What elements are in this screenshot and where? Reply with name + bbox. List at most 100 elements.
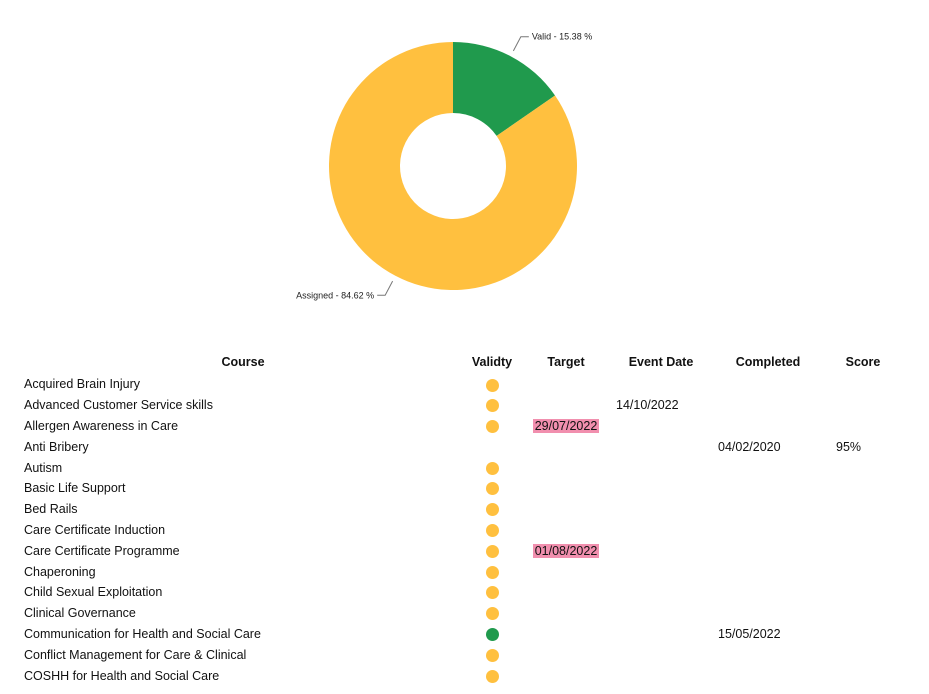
validity-cell xyxy=(468,603,516,624)
score xyxy=(830,499,896,520)
completed-date: 04/02/2020 xyxy=(718,439,781,454)
score xyxy=(830,624,896,645)
validity-cell xyxy=(468,374,516,395)
assigned-status-dot xyxy=(485,378,499,392)
course-name: Clinical Governance xyxy=(24,606,136,621)
course-name: Anti Bribery xyxy=(24,439,89,454)
target-cell xyxy=(516,644,616,665)
event-date xyxy=(616,457,706,478)
table-row: Acquired Brain Injury xyxy=(18,374,896,395)
completed-date xyxy=(706,540,830,561)
target-cell xyxy=(516,603,616,624)
event-date xyxy=(616,416,706,437)
completed-date xyxy=(706,561,830,582)
course-name: COSHH for Health and Social Care xyxy=(24,668,220,683)
course-name: Care Certificate Induction xyxy=(24,522,166,537)
target-cell xyxy=(516,520,616,541)
event-date xyxy=(616,540,706,561)
validity-cell xyxy=(468,520,516,541)
completed-date xyxy=(706,499,830,520)
assigned-status-dot xyxy=(485,524,499,538)
validity-cell xyxy=(468,436,516,457)
score xyxy=(830,665,896,686)
completed-date xyxy=(706,582,830,603)
assigned-status-dot xyxy=(485,565,499,579)
validity-cell xyxy=(468,499,516,520)
course-name: Bed Rails xyxy=(24,502,78,517)
table-row: Chaperoning xyxy=(18,561,896,582)
table-header-row: Course Validty Target Event Date Complet… xyxy=(18,350,896,374)
score xyxy=(830,395,896,416)
validity-cell xyxy=(468,478,516,499)
event-date xyxy=(616,520,706,541)
course-table: Course Validty Target Event Date Complet… xyxy=(18,350,896,686)
score xyxy=(830,582,896,603)
table-row: Care Certificate Induction xyxy=(18,520,896,541)
table-row: Clinical Governance xyxy=(18,603,896,624)
target-cell xyxy=(516,436,616,457)
validity-cell xyxy=(468,416,516,437)
header-validity: Validty xyxy=(471,355,513,369)
score xyxy=(830,540,896,561)
table-row: Anti Bribery 04/02/2020 95% xyxy=(18,436,896,457)
event-date xyxy=(616,499,706,520)
course-name: Chaperoning xyxy=(24,564,96,579)
event-date xyxy=(616,561,706,582)
target-cell xyxy=(516,561,616,582)
assigned-status-dot xyxy=(485,482,499,496)
course-name: Advanced Customer Service skills xyxy=(24,398,213,413)
assigned-status-dot xyxy=(485,544,499,558)
assigned-status-dot xyxy=(485,586,499,600)
slice-valid xyxy=(453,42,556,136)
assigned-status-dot xyxy=(485,420,499,434)
assigned-status-dot xyxy=(485,607,499,621)
score xyxy=(830,520,896,541)
event-date xyxy=(616,603,706,624)
score xyxy=(830,374,896,395)
completed-date xyxy=(706,478,830,499)
course-name: Care Certificate Programme xyxy=(24,543,180,558)
header-completed: Completed xyxy=(735,355,801,369)
score xyxy=(830,478,896,499)
event-date xyxy=(616,582,706,603)
event-date xyxy=(616,644,706,665)
target-cell: 29/07/2022 xyxy=(516,416,616,437)
validity-cell xyxy=(468,395,516,416)
validity-cell xyxy=(468,624,516,645)
assigned-status-dot xyxy=(485,399,499,413)
target-cell xyxy=(516,624,616,645)
target-date: 01/08/2022 xyxy=(532,543,600,558)
course-name: Acquired Brain Injury xyxy=(24,377,141,392)
completed-date xyxy=(706,374,830,395)
valid-status-dot xyxy=(485,628,499,642)
assigned-status-dot xyxy=(485,461,499,475)
target-cell xyxy=(516,478,616,499)
target-cell: 01/08/2022 xyxy=(516,540,616,561)
completed-date xyxy=(706,395,830,416)
score xyxy=(830,416,896,437)
completed-date xyxy=(706,457,830,478)
slice-assigned xyxy=(329,42,577,290)
assigned-status-dot xyxy=(485,648,499,662)
leader-line xyxy=(377,280,394,296)
validity-cell xyxy=(468,665,516,686)
assigned-status-dot xyxy=(485,503,499,517)
completed-date xyxy=(706,603,830,624)
table-row: COSHH for Health and Social Care xyxy=(18,665,896,686)
validity-cell xyxy=(468,540,516,561)
table-row: Bed Rails xyxy=(18,499,896,520)
score xyxy=(830,644,896,665)
completed-date: 15/05/2022 xyxy=(718,626,781,641)
table-row: Care Certificate Programme 01/08/2022 xyxy=(18,540,896,561)
event-date xyxy=(616,374,706,395)
event-date: 14/10/2022 xyxy=(616,398,679,413)
completed-date xyxy=(706,665,830,686)
completed-date xyxy=(706,520,830,541)
table-row: Autism xyxy=(18,457,896,478)
validity-cell xyxy=(468,644,516,665)
assigned-status-dot xyxy=(485,669,499,683)
course-name: Basic Life Support xyxy=(24,481,126,496)
validity-cell xyxy=(468,561,516,582)
event-date xyxy=(616,624,706,645)
header-score: Score xyxy=(845,355,881,369)
